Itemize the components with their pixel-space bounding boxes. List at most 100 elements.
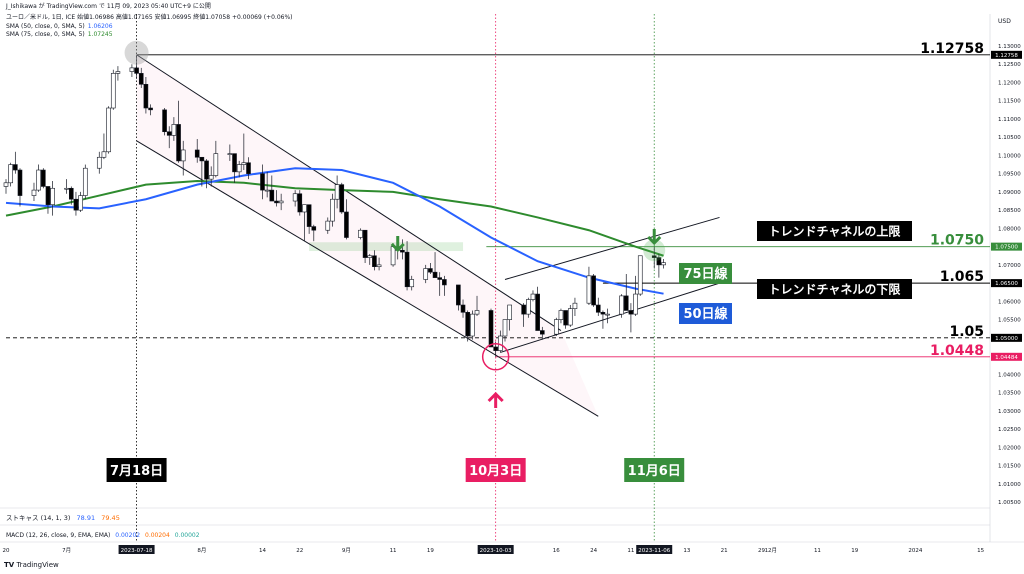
candle-body[interactable]	[488, 310, 494, 348]
candle-body[interactable]	[325, 220, 331, 231]
candle-body[interactable]	[204, 160, 209, 180]
candle-body[interactable]	[31, 189, 37, 196]
candle-body[interactable]	[502, 319, 508, 337]
candle-body[interactable]	[628, 310, 634, 315]
candle-body[interactable]	[110, 73, 116, 109]
candle-body[interactable]	[41, 169, 46, 187]
candle-body[interactable]	[171, 124, 177, 136]
candle-body[interactable]	[362, 229, 368, 258]
candle-body[interactable]	[64, 187, 69, 190]
candle-body[interactable]	[176, 124, 181, 162]
candle-body[interactable]	[334, 184, 340, 200]
candle-body[interactable]	[101, 151, 107, 158]
candle-body[interactable]	[17, 169, 23, 196]
candle-body[interactable]	[376, 264, 382, 268]
candle-body[interactable]	[311, 226, 317, 231]
candle-body[interactable]	[367, 255, 373, 258]
candle-body[interactable]	[260, 173, 265, 191]
candle-body[interactable]	[586, 275, 592, 304]
candle-body[interactable]	[432, 271, 438, 278]
candle-body[interactable]	[36, 169, 41, 191]
candle-body[interactable]	[558, 310, 564, 320]
candle-body[interactable]	[600, 312, 606, 315]
candle-body[interactable]	[3, 182, 9, 187]
candle-body[interactable]	[656, 257, 662, 266]
candle-body[interactable]	[278, 200, 284, 204]
candle-body[interactable]	[227, 153, 233, 155]
candle-body[interactable]	[241, 162, 247, 165]
candle-body[interactable]	[409, 279, 415, 288]
candle-body[interactable]	[530, 293, 536, 300]
candle-body[interactable]	[567, 308, 573, 326]
candle-body[interactable]	[180, 149, 186, 162]
candle-body[interactable]	[651, 255, 657, 258]
candle-body[interactable]	[143, 84, 149, 109]
candle-body[interactable]	[269, 189, 275, 202]
candle-body[interactable]	[73, 198, 79, 211]
candle-body[interactable]	[390, 246, 396, 266]
candle-body[interactable]	[619, 295, 624, 315]
candle-body[interactable]	[274, 200, 279, 204]
candle-body[interactable]	[199, 156, 205, 162]
candle-body[interactable]	[8, 164, 13, 184]
candle-body[interactable]	[339, 184, 345, 213]
candle-body[interactable]	[591, 275, 596, 306]
candle-body[interactable]	[474, 310, 480, 315]
candle-body[interactable]	[372, 255, 377, 268]
candle-body[interactable]	[208, 175, 214, 180]
candle-body[interactable]	[595, 304, 601, 313]
candle-body[interactable]	[302, 204, 307, 213]
candle-body[interactable]	[507, 304, 512, 320]
candle-body[interactable]	[13, 164, 18, 171]
candle-body[interactable]	[344, 211, 349, 238]
candle-body[interactable]	[404, 251, 410, 288]
candle-body[interactable]	[553, 319, 559, 335]
candle-body[interactable]	[442, 279, 447, 286]
candle-body[interactable]	[50, 187, 55, 205]
candle-body[interactable]	[423, 268, 429, 280]
candle-body[interactable]	[428, 268, 433, 273]
candle-body[interactable]	[232, 153, 237, 173]
candle-body[interactable]	[540, 330, 545, 335]
candle-body[interactable]	[400, 249, 405, 253]
candle-body[interactable]	[470, 313, 475, 337]
candle-body[interactable]	[633, 293, 638, 315]
candle-body[interactable]	[236, 164, 242, 173]
candle-body[interactable]	[521, 304, 526, 315]
candle-body[interactable]	[68, 187, 74, 200]
candle-body[interactable]	[637, 255, 643, 295]
candle-body[interactable]	[498, 335, 503, 351]
candle-body[interactable]	[138, 73, 144, 85]
candle-body[interactable]	[134, 67, 139, 74]
candle-body[interactable]	[213, 153, 219, 176]
candle-body[interactable]	[129, 67, 135, 72]
candle-body[interactable]	[358, 229, 363, 238]
candle-body[interactable]	[45, 186, 51, 205]
candle-body[interactable]	[526, 299, 531, 315]
candle-body[interactable]	[166, 131, 172, 136]
candle-body[interactable]	[115, 71, 121, 74]
candle-body[interactable]	[330, 198, 335, 222]
candle-body[interactable]	[106, 107, 111, 153]
candle-body[interactable]	[292, 193, 298, 202]
candle-body[interactable]	[246, 162, 251, 174]
candle-body[interactable]	[661, 262, 666, 266]
candle-body[interactable]	[572, 302, 578, 309]
candle-body[interactable]	[264, 189, 270, 192]
candle-body[interactable]	[563, 310, 568, 326]
candle-body[interactable]	[535, 293, 540, 331]
candle-body[interactable]	[78, 195, 83, 211]
candle-body[interactable]	[605, 313, 610, 316]
candle-body[interactable]	[437, 277, 443, 280]
candle-body[interactable]	[194, 149, 200, 158]
candle-body[interactable]	[493, 346, 498, 351]
candle-body[interactable]	[456, 284, 461, 306]
candle-body[interactable]	[306, 204, 312, 227]
candle-body[interactable]	[162, 109, 167, 133]
candle-body[interactable]	[96, 156, 102, 169]
candle-body[interactable]	[297, 193, 303, 213]
candle-body[interactable]	[148, 107, 153, 111]
candle-body[interactable]	[465, 312, 470, 337]
candle-body[interactable]	[82, 167, 88, 196]
